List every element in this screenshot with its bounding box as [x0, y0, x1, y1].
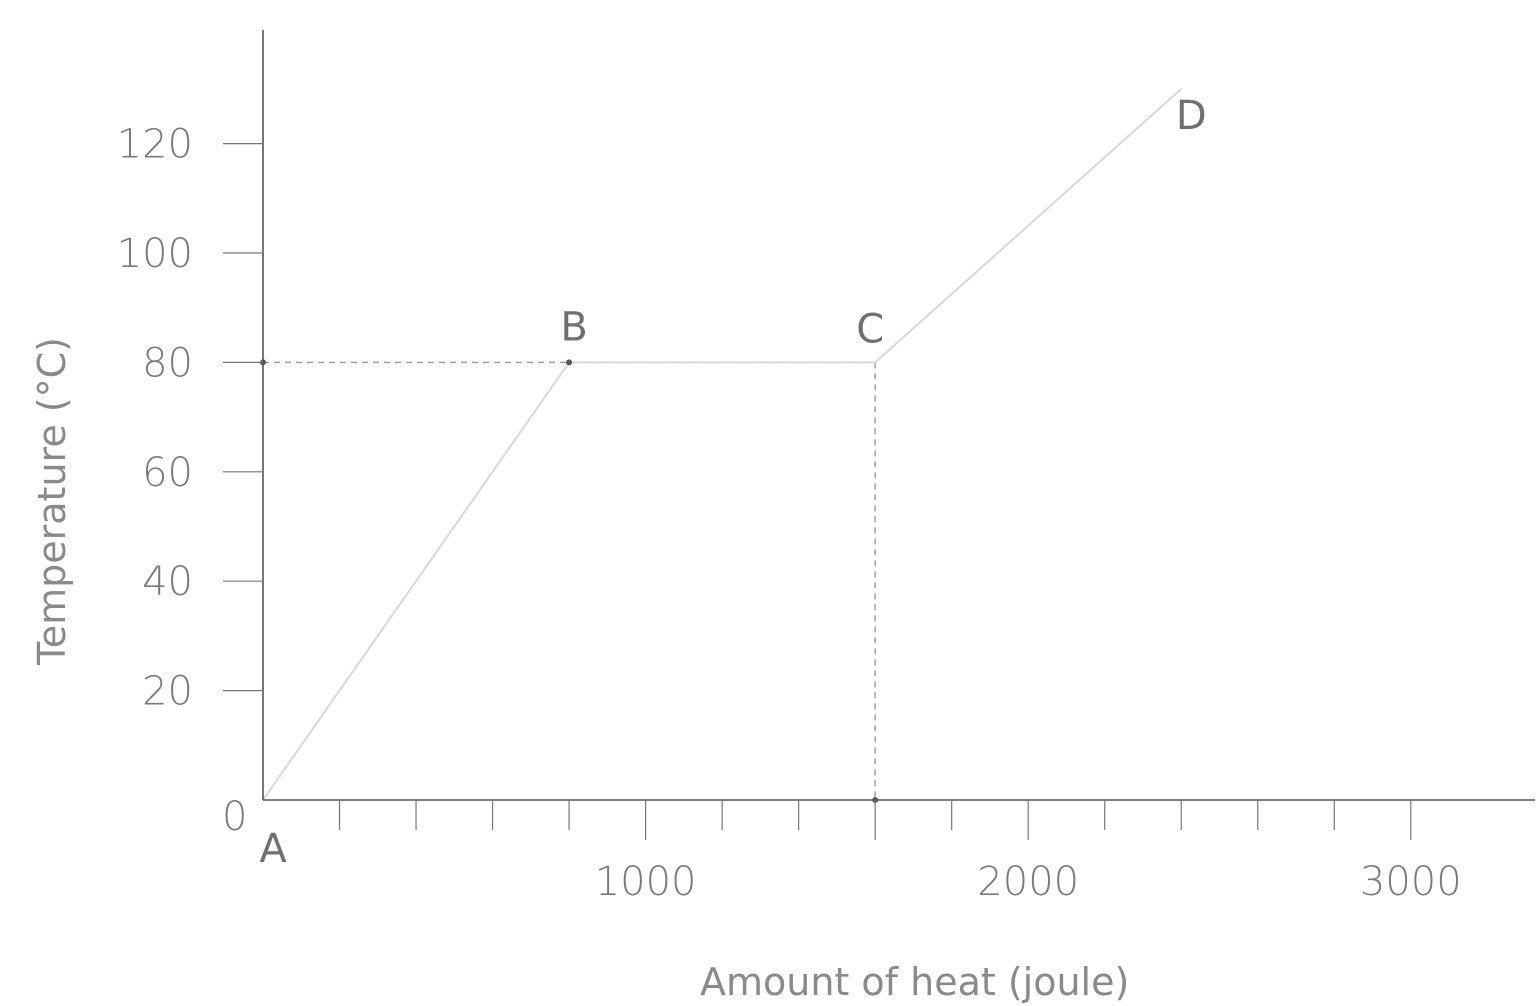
y-tick-label-60: 60 — [142, 450, 193, 496]
y-tick-label-80: 80 — [142, 340, 193, 386]
ticks: 20 40 60 80 100 120 1000 2000 3000 — [117, 122, 1462, 905]
point-labels: A B C D — [259, 93, 1206, 872]
y-tick-label-40: 40 — [142, 559, 193, 605]
marker-point-B — [566, 359, 573, 366]
point-label-C: C — [856, 306, 884, 352]
point-label-B: B — [560, 304, 587, 350]
x-tick-label-1000: 1000 — [595, 859, 697, 905]
series-line — [262, 88, 1182, 801]
axes — [262, 30, 1535, 801]
point-label-D: D — [1176, 93, 1207, 139]
y-tick-label-120: 120 — [117, 122, 193, 168]
x-tick-label-3000: 3000 — [1360, 859, 1462, 905]
y-tick-label-100: 100 — [117, 231, 193, 277]
guide-lines — [263, 361, 876, 800]
origin-label: 0 — [222, 794, 247, 840]
point-label-A: A — [259, 826, 287, 872]
series-layer — [260, 88, 1182, 803]
x-tick-label-2000: 2000 — [977, 859, 1079, 905]
y-tick-label-20: 20 — [142, 669, 193, 715]
y-axis-title: Temperature (°C) — [30, 337, 74, 666]
x-axis-title: Amount of heat (joule) — [700, 960, 1129, 1004]
